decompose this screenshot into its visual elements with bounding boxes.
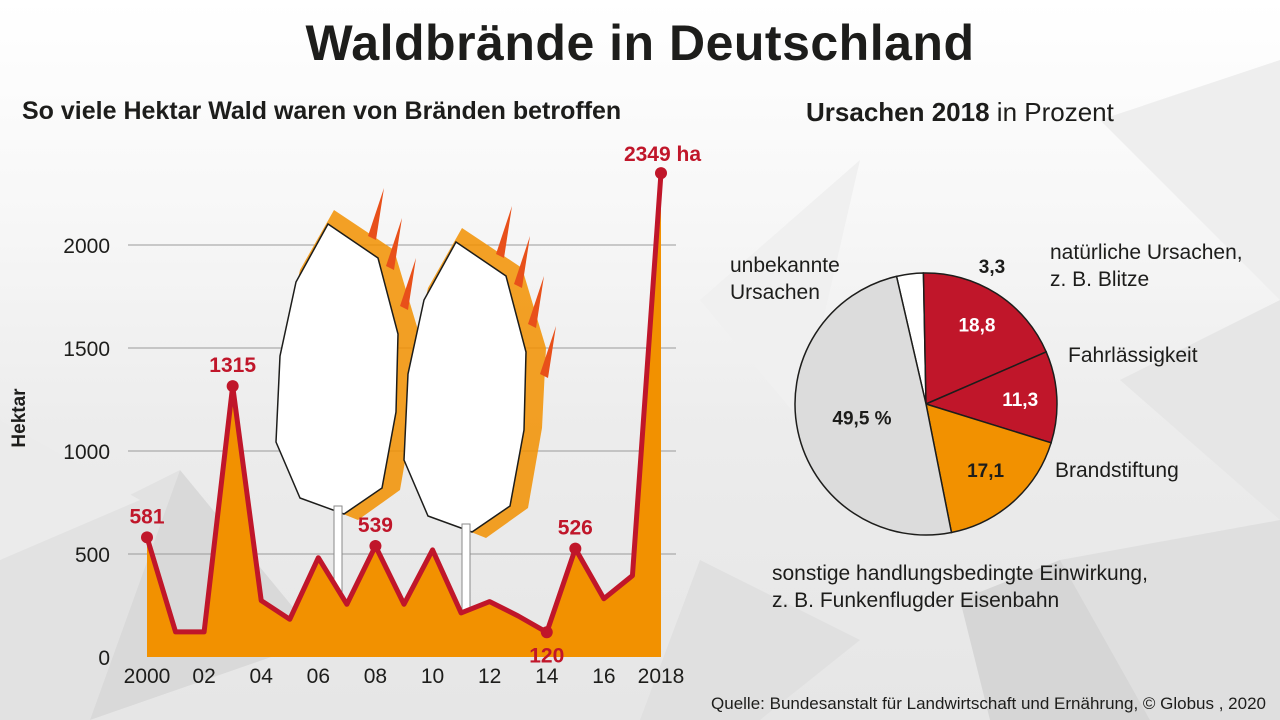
- data-label: 1315: [209, 354, 256, 377]
- source-note: Quelle: Bundesanstalt für Landwirtschaft…: [711, 694, 1266, 713]
- tree-crown: [275, 222, 399, 515]
- x-tick-label: 02: [192, 665, 215, 688]
- data-point: [369, 539, 382, 552]
- pie-value-label: 18,8: [958, 316, 995, 337]
- data-point: [540, 626, 553, 639]
- data-labels: 581 1315 539 120 526 2349 ha: [129, 143, 701, 667]
- pie-slice: [922, 272, 1048, 406]
- flame: [386, 218, 402, 270]
- x-tick-label: 16: [592, 665, 615, 688]
- x-tick-label: 2000: [124, 665, 171, 688]
- pie-caption: Fahrlässigkeit: [1068, 344, 1198, 367]
- data-label: 526: [558, 517, 593, 540]
- burning-tree-icon: [275, 188, 428, 601]
- pie-subtitle-rest: in Prozent: [989, 97, 1114, 127]
- x-tick-label: 2018: [638, 665, 685, 688]
- x-tick-label: 04: [250, 665, 274, 688]
- pie-slice: [923, 350, 1058, 444]
- flame: [496, 206, 512, 258]
- pie-caption: Ursachen: [730, 281, 820, 304]
- flame: [528, 276, 544, 328]
- x-tick-label: 10: [421, 665, 444, 688]
- y-axis-label: Hektar: [9, 388, 30, 448]
- burning-tree-icon: [403, 206, 556, 611]
- data-label: 2349 ha: [624, 143, 701, 166]
- pie-subtitle-bold: Ursachen 2018: [806, 97, 990, 127]
- flame: [514, 236, 530, 288]
- pie-value-label: 11,3: [1002, 390, 1038, 411]
- y-tick-label: 0: [98, 647, 110, 670]
- x-tick-label: 12: [478, 665, 501, 688]
- data-point: [569, 542, 582, 555]
- y-tick-label: 2000: [63, 235, 110, 258]
- data-label: 539: [358, 514, 393, 537]
- y-tick-label: 1000: [63, 441, 110, 464]
- x-tick-label: 14: [535, 665, 559, 688]
- pie-caption: natürliche Ursachen,: [1050, 241, 1243, 264]
- data-point: [226, 380, 239, 393]
- flame: [540, 326, 556, 378]
- data-point: [655, 167, 667, 180]
- y-tick-label: 500: [75, 544, 110, 567]
- x-tick-label: 06: [307, 665, 330, 688]
- data-label: 120: [529, 644, 564, 667]
- line-chart-subtitle: So viele Hektar Wald waren von Bränden b…: [22, 97, 622, 125]
- y-tick-label: 1500: [63, 338, 110, 361]
- pie-caption: unbekannte: [730, 254, 840, 277]
- tree-crown: [403, 240, 527, 533]
- pie-value-label: 3,3: [979, 257, 1005, 278]
- pie-caption: z. B. Funkenflugder Eisenbahn: [772, 589, 1059, 612]
- pie-slice: [925, 402, 1053, 534]
- pie-caption: z. B. Blitze: [1050, 268, 1149, 291]
- x-tick-label: 08: [364, 665, 387, 688]
- flame: [400, 258, 416, 310]
- pie-caption: Brandstiftung: [1055, 459, 1179, 482]
- pie-labels: 3,3 18,8 11,3 17,1 49,5 % natürliche Ursachen…: [730, 241, 1243, 612]
- pie-value-label: 49,5 %: [832, 409, 891, 430]
- flame: [368, 188, 384, 240]
- data-point: [141, 531, 153, 544]
- pie-slices: [794, 272, 1058, 536]
- burning-trees: [275, 188, 556, 611]
- axes: 0 500 1000 1500 2000 2000 02 04 06 08 10 12 14 16 2018…: [9, 235, 684, 688]
- page-title: Waldbrände in Deutschland: [305, 15, 975, 71]
- area-fill: [147, 173, 661, 657]
- pie-caption: sonstige handlungsbedingte Einwirkung,: [772, 562, 1148, 585]
- pie-chart-subtitle: Ursachen 2018 in Prozent: [806, 97, 1114, 128]
- data-label: 581: [129, 505, 164, 528]
- pie-slice: [794, 275, 953, 536]
- pie-value-label: 17,1: [967, 461, 1004, 482]
